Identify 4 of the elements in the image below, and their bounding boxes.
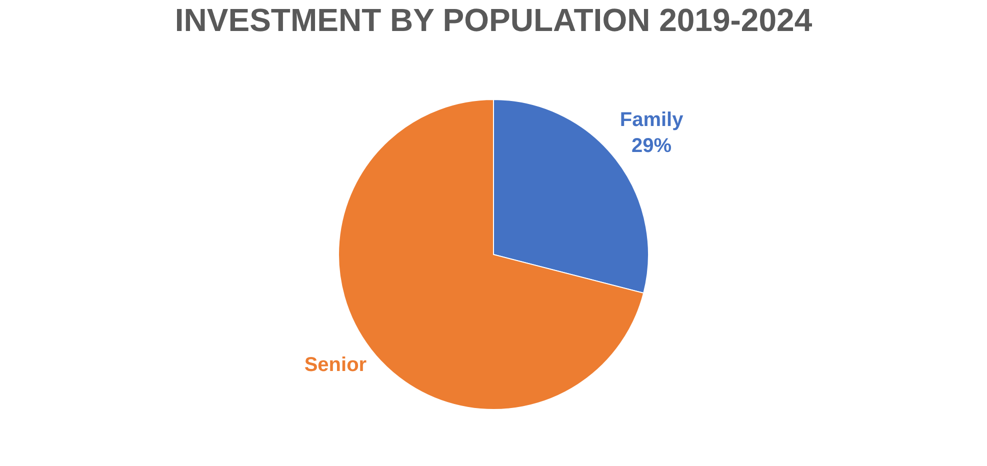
data-label: 29% <box>632 134 672 157</box>
slice-label: Family <box>620 108 684 131</box>
chart-title: INVESTMENT BY POPULATION 2019-2024 <box>174 2 812 38</box>
slice-label: Senior <box>304 354 367 376</box>
